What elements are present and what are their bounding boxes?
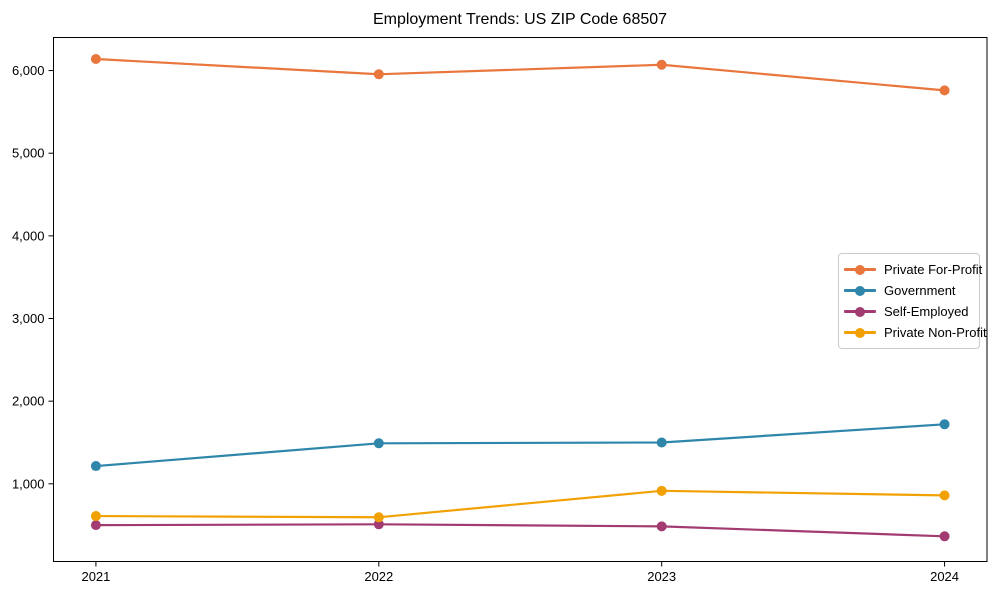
series-line-1 xyxy=(94,423,946,468)
data-point-0-1 xyxy=(373,69,384,80)
legend: Private For-Profit Government Self-Employe… xyxy=(838,253,987,349)
legend-marker-icon xyxy=(844,285,876,297)
y-tick-label: 6,000 xyxy=(12,63,45,78)
x-tick-label: 2021 xyxy=(81,569,110,584)
data-point-1-1 xyxy=(373,438,384,449)
legend-label: Self-Employed xyxy=(884,304,969,319)
x-tick-label: 2023 xyxy=(647,569,676,584)
legend-item-2: Self-Employed xyxy=(844,301,979,322)
series-line-0 xyxy=(94,57,946,92)
legend-marker-icon xyxy=(844,327,876,339)
y-tick-label: 3,000 xyxy=(12,311,45,326)
data-point-0-0 xyxy=(90,53,101,64)
y-tick-label: 2,000 xyxy=(12,394,45,409)
legend-label: Private Non-Profit xyxy=(884,325,987,340)
data-point-0-3 xyxy=(939,85,950,96)
data-point-2-2 xyxy=(656,521,667,532)
data-point-1-2 xyxy=(656,437,667,448)
chart-title: Employment Trends: US ZIP Code 68507 xyxy=(372,11,668,28)
data-point-3-1 xyxy=(373,512,384,523)
legend-label: Private For-Profit xyxy=(884,262,983,277)
data-point-0-2 xyxy=(656,59,667,70)
legend-marker-icon xyxy=(844,264,876,276)
data-point-1-0 xyxy=(90,461,101,472)
legend-item-1: Government xyxy=(844,280,979,301)
x-tick-label: 2022 xyxy=(364,569,393,584)
data-point-3-0 xyxy=(90,511,101,522)
y-tick-label: 5,000 xyxy=(12,146,45,161)
series-line-3 xyxy=(94,489,946,519)
data-point-2-1 xyxy=(373,519,384,530)
series-line-2 xyxy=(94,523,946,538)
legend-label: Government xyxy=(884,283,956,298)
x-tick-label: 2024 xyxy=(930,569,959,584)
data-point-3-2 xyxy=(656,485,667,496)
data-point-2-3 xyxy=(939,531,950,542)
y-tick-label: 1,000 xyxy=(12,476,45,491)
data-point-3-3 xyxy=(939,490,950,501)
legend-item-0: Private For-Profit xyxy=(844,259,983,280)
legend-marker-icon xyxy=(844,306,876,318)
legend-rows: Private For-Profit Government Self-Employe… xyxy=(844,259,987,343)
plot-frame xyxy=(53,37,988,562)
y-tick-label: 4,000 xyxy=(12,228,45,243)
data-point-2-0 xyxy=(90,520,101,531)
data-point-1-3 xyxy=(939,419,950,430)
legend-item-3: Private Non-Profit xyxy=(844,322,987,343)
